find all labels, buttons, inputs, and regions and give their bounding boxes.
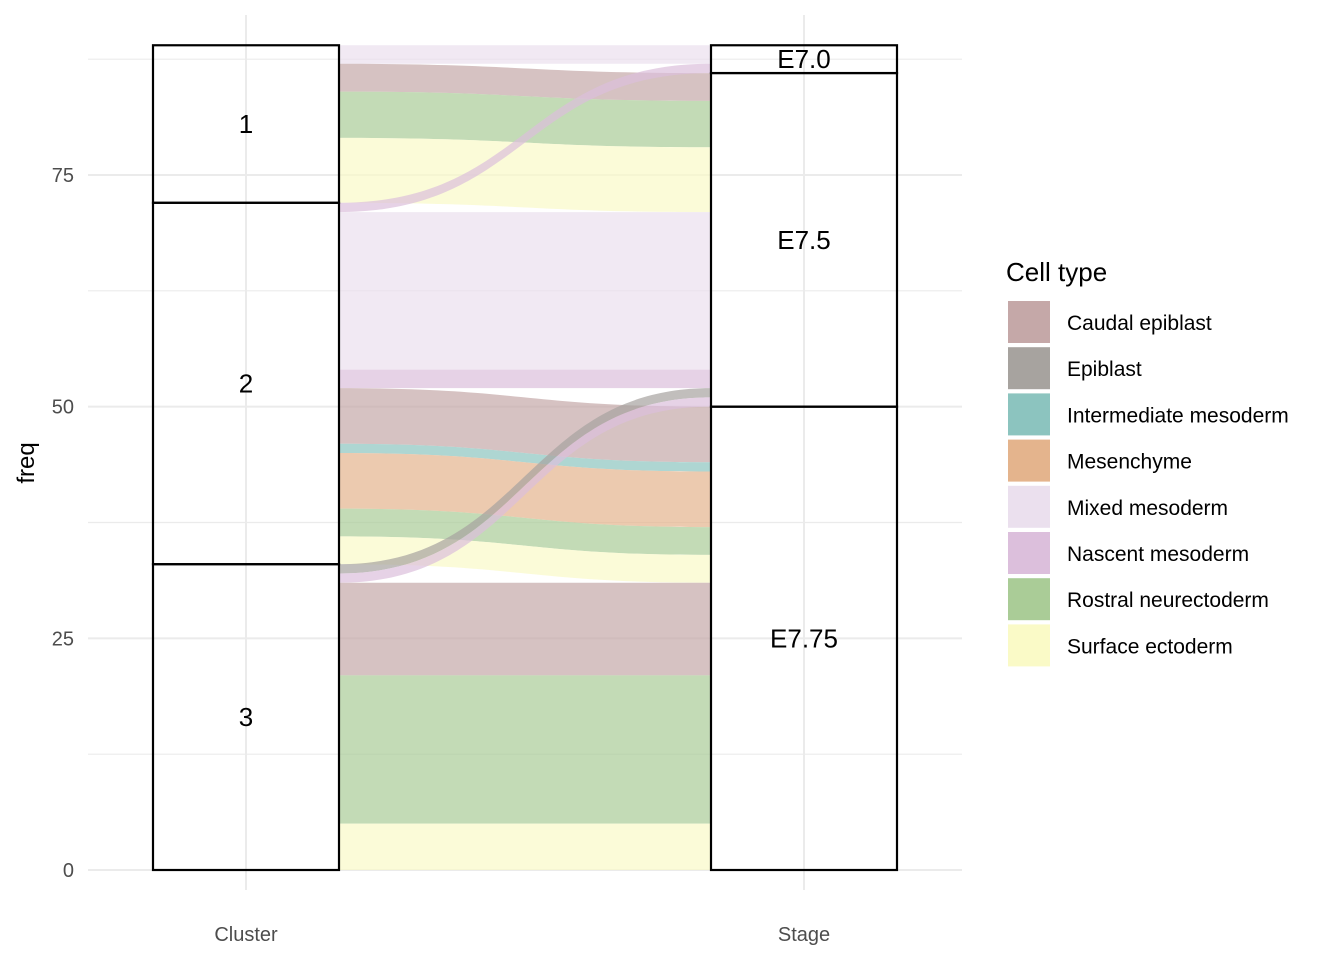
legend-key xyxy=(1008,439,1050,482)
flow-2-E7.5-nascent-mesoderm xyxy=(339,369,711,389)
flow-1-E7.5-rostral-neurectoderm xyxy=(339,91,711,148)
legend-label: Rostral neurectoderm xyxy=(1067,589,1269,612)
legend: Cell type Caudal epiblast Epiblast Interme… xyxy=(1006,257,1289,667)
legend-label: Surface ectoderm xyxy=(1067,635,1233,658)
y-axis-title: freq xyxy=(13,442,40,483)
y-tick-label: 50 xyxy=(52,397,74,419)
flows xyxy=(339,45,711,870)
flow-2-E7.0-nascent-mesoderm xyxy=(339,63,711,213)
legend-key xyxy=(1008,393,1050,436)
legend-key xyxy=(1008,532,1050,574)
flow-2-E7.75-intermediate-mesoderm xyxy=(339,443,711,472)
x-tick-label: Stage xyxy=(778,924,830,946)
y-axis: 0 25 50 75 xyxy=(52,165,74,882)
legend-label: Intermediate mesoderm xyxy=(1067,404,1289,427)
stage-stratum-label: E7.75 xyxy=(770,623,838,653)
cluster-stratum-label: 1 xyxy=(239,109,253,139)
legend-key xyxy=(1008,624,1050,667)
flow-3-E7.75-caudal-epiblast xyxy=(339,582,711,676)
y-tick-label: 25 xyxy=(52,628,74,650)
legend-label: Nascent mesoderm xyxy=(1067,543,1249,566)
flow-3-E7.5-epiblast xyxy=(339,388,711,574)
flow-2-E7.75-rostral-neurectoderm xyxy=(339,508,711,555)
flow-2-E7.5-mixed-mesoderm xyxy=(339,212,711,370)
legend-label: Epiblast xyxy=(1067,358,1142,381)
y-tick-label: 75 xyxy=(52,165,74,187)
legend-title: Cell type xyxy=(1006,257,1107,287)
strata: 1 2 3 E7.0 E7.5 E7.75 xyxy=(151,44,899,872)
x-axis: Cluster Stage xyxy=(214,924,830,946)
y-tick-label: 0 xyxy=(63,860,74,882)
legend-key xyxy=(1008,347,1050,390)
legend-label: Mixed mesoderm xyxy=(1067,497,1228,520)
legend-key xyxy=(1008,301,1050,343)
flow-1-E7.0-mixed-mesoderm xyxy=(339,45,711,64)
stage-stratum-label: E7.0 xyxy=(777,44,831,74)
flow-3-E7.75-rostral-neurectoderm xyxy=(339,675,711,824)
x-tick-label: Cluster xyxy=(214,924,278,946)
cluster-stratum-label: 2 xyxy=(239,369,253,399)
cluster-stratum-label: 3 xyxy=(239,702,253,732)
cluster-stratum-box xyxy=(151,563,341,872)
stage-stratum-label: E7.5 xyxy=(777,225,831,255)
flow-1-E7.5-caudal-epiblast xyxy=(339,63,711,101)
flow-3-E7.75-surface-ectoderm xyxy=(339,823,711,870)
legend-key xyxy=(1008,578,1050,621)
legend-entries: Caudal epiblast Epiblast Intermediate meso… xyxy=(1008,301,1289,667)
flow-2-E7.75-caudal-epiblast xyxy=(339,388,711,463)
stage-stratum-box xyxy=(709,405,899,872)
legend-label: Caudal epiblast xyxy=(1067,312,1212,335)
legend-label: Mesenchyme xyxy=(1067,451,1192,474)
legend-key xyxy=(1008,485,1050,528)
flow-3-E7.5-nascent-mesoderm xyxy=(339,397,711,583)
